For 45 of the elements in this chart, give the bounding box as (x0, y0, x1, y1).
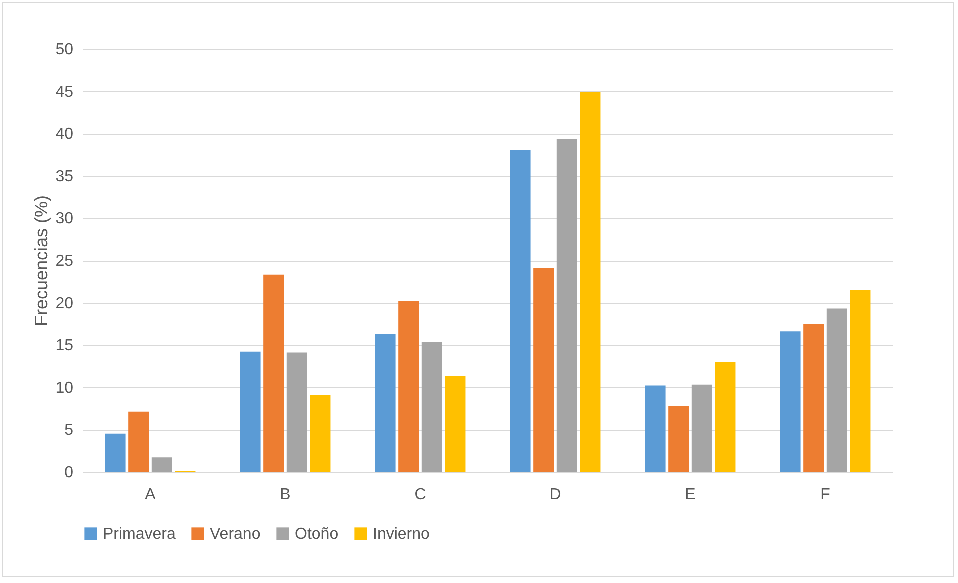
x-tick-label: A (145, 486, 156, 504)
bar (264, 274, 284, 472)
bar (715, 362, 736, 472)
bar (556, 140, 578, 472)
legend-label: Otoño (295, 526, 339, 543)
bar (445, 376, 466, 472)
y-tick-label: 50 (56, 42, 74, 58)
x-tick-label: D (550, 486, 562, 504)
legend-label: Invierno (373, 526, 430, 543)
bar (510, 150, 531, 472)
y-tick-label: 40 (56, 126, 74, 144)
y-axis-title: Frecuencias (%) (32, 195, 52, 327)
bar (826, 308, 848, 472)
bar (310, 395, 331, 472)
bar (668, 406, 690, 472)
bar (128, 412, 150, 472)
bar (534, 268, 554, 472)
y-tick-label: 10 (56, 380, 74, 397)
x-tick-label: E (685, 486, 696, 504)
bar (692, 384, 712, 472)
x-tick-label: F (820, 486, 831, 504)
bar (580, 92, 601, 472)
y-tick-label: 20 (56, 295, 74, 312)
bar (645, 386, 666, 472)
y-tick-label: 25 (56, 253, 74, 270)
legend-label: Verano (210, 526, 261, 543)
bar (422, 342, 442, 472)
y-tick-label: 15 (56, 338, 74, 355)
bar (398, 301, 420, 472)
bar (152, 458, 172, 472)
y-tick-label: 45 (56, 84, 74, 101)
bar (240, 352, 261, 472)
x-tick-label: C (414, 486, 426, 504)
bar (286, 352, 308, 472)
y-tick-label: 0 (64, 464, 74, 482)
y-tick-label: 35 (56, 168, 74, 186)
bar (375, 334, 396, 472)
bar (105, 434, 126, 472)
x-tick-label: B (280, 486, 291, 504)
y-tick-label: 30 (56, 210, 74, 228)
legend-label: Primavera (103, 526, 176, 543)
bar (804, 324, 824, 472)
bar (780, 332, 801, 472)
bar (850, 290, 871, 472)
y-tick-label: 5 (64, 422, 74, 440)
